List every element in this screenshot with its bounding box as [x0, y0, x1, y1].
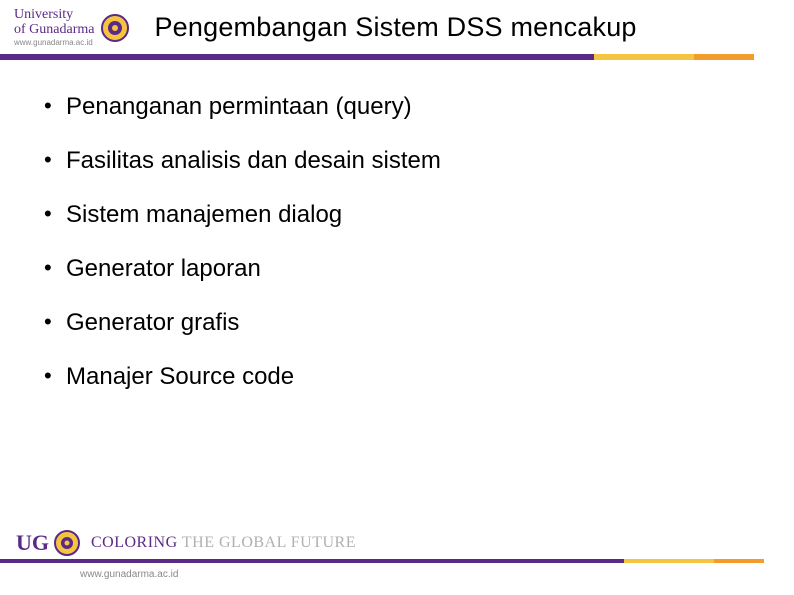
page-title: Pengembangan Sistem DSS mencakup	[154, 12, 636, 43]
footer-tagline: COLORING THE GLOBAL FUTURE	[91, 534, 356, 552]
footer-ug-text: UG	[16, 530, 49, 556]
list-item: Sistem manajemen dialog	[40, 200, 754, 230]
footer-tagline-rest: THE GLOBAL FUTURE	[178, 534, 356, 551]
logo-line1: University	[14, 8, 94, 23]
footer-stripe-segment-purple	[0, 559, 624, 563]
footer-stripe	[0, 559, 794, 563]
footer-stripe-segment-white	[764, 559, 794, 563]
logo-line2: of Gunadarma	[14, 23, 94, 38]
list-item: Penanganan permintaan (query)	[40, 92, 754, 122]
list-item: Generator grafis	[40, 308, 754, 338]
footer-emblem-icon	[53, 529, 81, 557]
stripe-segment-white	[754, 54, 794, 60]
list-item: Fasilitas analisis dan desain sistem	[40, 146, 754, 176]
footer: UG COLORING THE GLOBAL FUTURE www.gunada…	[0, 525, 794, 595]
header: University of Gunadarma www.gunadarma.ac…	[0, 0, 794, 48]
footer-stripe-segment-orange	[714, 559, 764, 563]
university-emblem-icon	[100, 13, 130, 43]
bullet-list: Penanganan permintaan (query) Fasilitas …	[40, 92, 754, 392]
footer-url: www.gunadarma.ac.id	[0, 563, 794, 580]
logo-block: University of Gunadarma www.gunadarma.ac…	[14, 8, 130, 48]
footer-tagline-colored: COLORING	[91, 534, 178, 551]
stripe-segment-purple	[0, 54, 594, 60]
logo-suburl: www.gunadarma.ac.id	[14, 39, 94, 47]
footer-stripe-segment-yellow	[624, 559, 714, 563]
stripe-segment-orange	[694, 54, 754, 60]
logo-text: University of Gunadarma www.gunadarma.ac…	[14, 8, 94, 48]
stripe-segment-yellow	[594, 54, 694, 60]
list-item: Generator laporan	[40, 254, 754, 284]
footer-main: UG COLORING THE GLOBAL FUTURE	[0, 525, 794, 559]
content-area: Penanganan permintaan (query) Fasilitas …	[0, 60, 794, 392]
footer-brand-short: UG	[16, 529, 81, 557]
header-stripe	[0, 54, 794, 60]
list-item: Manajer Source code	[40, 362, 754, 392]
